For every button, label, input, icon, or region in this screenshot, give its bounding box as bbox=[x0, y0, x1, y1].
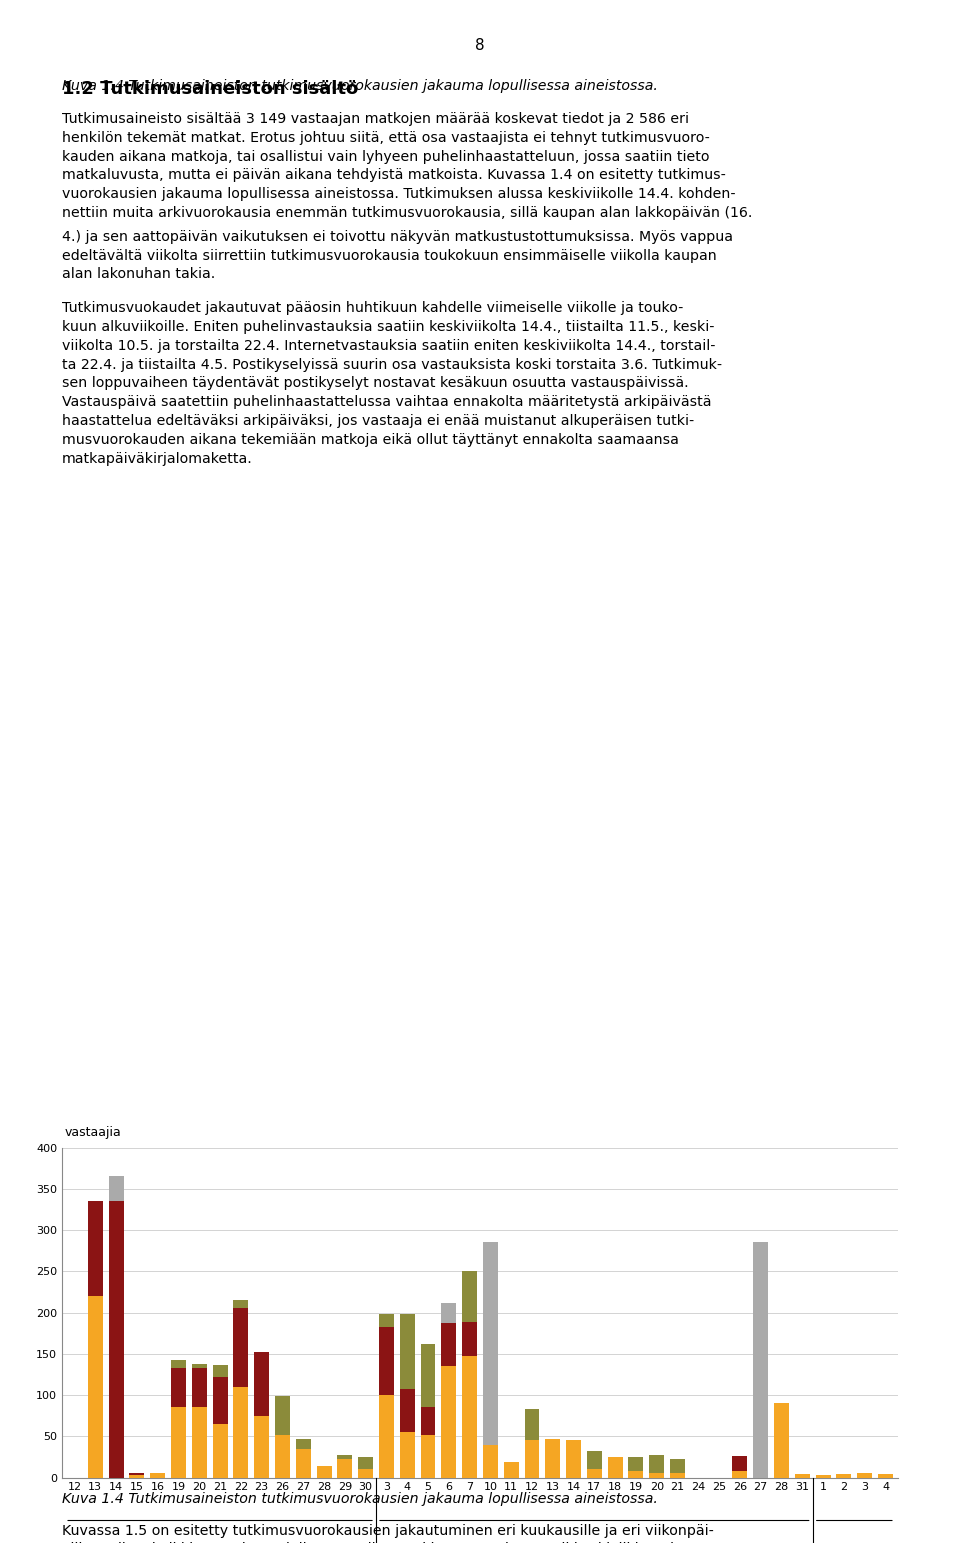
Bar bbox=[420, 1407, 436, 1435]
Text: 4.) ja sen aattopäivän vaikutuksen ei toivottu näkyvän matkustustottumuksissa. M: 4.) ja sen aattopäivän vaikutuksen ei to… bbox=[62, 230, 733, 244]
Bar bbox=[836, 1474, 852, 1478]
Bar bbox=[337, 1460, 352, 1478]
Text: vastaajia: vastaajia bbox=[64, 1126, 121, 1139]
Bar bbox=[442, 1324, 456, 1366]
Text: Tutkimusaineisto sisältää 3 149 vastaajan matkojen määrää koskevat tiedot ja 2 5: Tutkimusaineisto sisältää 3 149 vastaaja… bbox=[62, 113, 689, 127]
Bar bbox=[358, 1469, 373, 1478]
Bar bbox=[108, 1176, 124, 1200]
Bar bbox=[795, 1474, 810, 1478]
Bar bbox=[420, 1435, 436, 1478]
Bar bbox=[816, 1475, 830, 1478]
Text: matkaluvusta, mutta ei päivän aikana tehdyistä matkoista. Kuvassa 1.4 on esitett: matkaluvusta, mutta ei päivän aikana teh… bbox=[62, 168, 726, 182]
Text: Tutkimusvuokaudet jakautuvat pääosin huhtikuun kahdelle viimeiselle viikolle ja : Tutkimusvuokaudet jakautuvat pääosin huh… bbox=[62, 301, 684, 315]
Bar bbox=[130, 1474, 144, 1475]
Bar bbox=[358, 1457, 373, 1469]
Bar bbox=[878, 1474, 893, 1478]
Bar bbox=[670, 1458, 685, 1474]
Text: kauden aikana matkoja, tai osallistui vain lyhyeen puhelinhaastatteluun, jossa s: kauden aikana matkoja, tai osallistui va… bbox=[62, 150, 709, 164]
Text: musvuorokauden aikana tekemiään matkoja eikä ollut täyttänyt ennakolta saamaansa: musvuorokauden aikana tekemiään matkoja … bbox=[62, 432, 679, 447]
Bar bbox=[233, 1387, 249, 1478]
Bar bbox=[254, 1416, 269, 1478]
Text: ta 22.4. ja tiistailta 4.5. Postikyselyissä suurin osa vastauksista koski torsta: ta 22.4. ja tiistailta 4.5. Postikyselyi… bbox=[62, 358, 722, 372]
Bar bbox=[317, 1466, 331, 1478]
Bar bbox=[649, 1474, 664, 1478]
Text: vuorokausien jakauma lopullisessa aineistossa. Tutkimuksen alussa keskiviikolle : vuorokausien jakauma lopullisessa aineis… bbox=[62, 187, 735, 201]
Text: nettiin muita arkivuorokausia enemmän tutkimusvuorokausia, sillä kaupan alan lak: nettiin muita arkivuorokausia enemmän tu… bbox=[62, 207, 753, 221]
Bar bbox=[545, 1438, 561, 1478]
Bar bbox=[254, 1352, 269, 1416]
Text: edeltävältä viikolta siirrettiin tutkimusvuorokausia toukokuun ensimmäiselle vii: edeltävältä viikolta siirrettiin tutkimu… bbox=[62, 248, 717, 262]
Bar bbox=[399, 1389, 415, 1432]
Bar bbox=[233, 1308, 249, 1387]
Bar bbox=[587, 1452, 602, 1469]
Bar bbox=[212, 1376, 228, 1424]
Bar bbox=[379, 1395, 394, 1478]
Bar bbox=[524, 1441, 540, 1478]
Bar bbox=[212, 1424, 228, 1478]
Text: Kuva 1.4 Tutkimusaineiston tutkimusvuorokausien jakauma lopullisessa aineistossa: Kuva 1.4 Tutkimusaineiston tutkimusvuoro… bbox=[62, 1492, 658, 1506]
Text: Kuva 1.4 Tutkimusaineiston tutkimusvuorokausien jakauma lopullisessa aineistossa: Kuva 1.4 Tutkimusaineiston tutkimusvuoro… bbox=[62, 79, 658, 94]
Bar bbox=[233, 1301, 249, 1308]
Bar bbox=[462, 1356, 477, 1478]
Bar bbox=[732, 1457, 748, 1470]
Bar bbox=[192, 1364, 206, 1369]
Text: kuun alkuviikoille. Eniten puhelinvastauksia saatiin keskiviikolta 14.4., tiista: kuun alkuviikoille. Eniten puhelinvastau… bbox=[62, 319, 714, 333]
Bar bbox=[483, 1444, 498, 1478]
Bar bbox=[171, 1359, 186, 1369]
Bar bbox=[275, 1435, 290, 1478]
Bar bbox=[337, 1455, 352, 1460]
Text: matkapäiväkirjalomaketta.: matkapäiväkirjalomaketta. bbox=[62, 452, 252, 466]
Bar bbox=[399, 1315, 415, 1389]
Bar bbox=[462, 1322, 477, 1356]
Bar bbox=[732, 1470, 748, 1478]
Text: alan lakonuhan takia.: alan lakonuhan takia. bbox=[62, 267, 215, 281]
Text: henkilön tekemät matkat. Erotus johtuu siitä, että osa vastaajista ei tehnyt tut: henkilön tekemät matkat. Erotus johtuu s… bbox=[62, 131, 709, 145]
Bar bbox=[399, 1432, 415, 1478]
Bar bbox=[504, 1461, 518, 1478]
Text: 1.2 Tutkimusaineiston sisältö: 1.2 Tutkimusaineiston sisältö bbox=[62, 80, 358, 99]
Bar bbox=[108, 1200, 124, 1478]
Bar bbox=[296, 1449, 311, 1478]
Bar bbox=[754, 1242, 768, 1478]
Text: haastattelua edeltäväksi arkipäiväksi, jos vastaaja ei enää muistanut alkuperäis: haastattelua edeltäväksi arkipäiväksi, j… bbox=[62, 414, 694, 427]
Text: viikolta 10.5. ja torstailta 22.4. Internetvastauksia saatiin eniten keskiviikol: viikolta 10.5. ja torstailta 22.4. Inter… bbox=[62, 339, 715, 353]
Bar bbox=[130, 1475, 144, 1478]
Bar bbox=[192, 1407, 206, 1478]
Text: sen loppuvaiheen täydentävät postikyselyt nostavat kesäkuun osuutta vastauspäivi: sen loppuvaiheen täydentävät postikysely… bbox=[62, 376, 688, 390]
Bar bbox=[774, 1403, 789, 1478]
Bar bbox=[524, 1409, 540, 1441]
Bar bbox=[442, 1302, 456, 1324]
Bar bbox=[192, 1369, 206, 1407]
Bar bbox=[296, 1438, 311, 1449]
Text: 8: 8 bbox=[475, 39, 485, 52]
Bar bbox=[566, 1441, 581, 1478]
Bar bbox=[171, 1369, 186, 1407]
Bar bbox=[212, 1364, 228, 1376]
Bar bbox=[670, 1474, 685, 1478]
Bar bbox=[483, 1242, 498, 1444]
Bar bbox=[150, 1474, 165, 1478]
Bar bbox=[171, 1407, 186, 1478]
Bar bbox=[587, 1469, 602, 1478]
Bar bbox=[379, 1327, 394, 1395]
Text: Kuvassa 1.5 on esitetty tutkimusvuorokausien jakautuminen eri kuukausille ja eri: Kuvassa 1.5 on esitetty tutkimusvuorokau… bbox=[62, 1523, 714, 1538]
Bar bbox=[87, 1200, 103, 1296]
Bar bbox=[462, 1270, 477, 1322]
Bar bbox=[857, 1474, 873, 1478]
Bar bbox=[629, 1457, 643, 1470]
Bar bbox=[649, 1455, 664, 1474]
Text: Vastauspäivä saatettiin puhelinhaastattelussa vaihtaa ennakolta määritetystä ark: Vastauspäivä saatettiin puhelinhaastatte… bbox=[62, 395, 711, 409]
Bar bbox=[608, 1457, 623, 1478]
Bar bbox=[379, 1315, 394, 1327]
Bar bbox=[275, 1396, 290, 1435]
Bar bbox=[442, 1366, 456, 1478]
Bar bbox=[87, 1296, 103, 1478]
Bar bbox=[420, 1344, 436, 1407]
Bar bbox=[629, 1470, 643, 1478]
